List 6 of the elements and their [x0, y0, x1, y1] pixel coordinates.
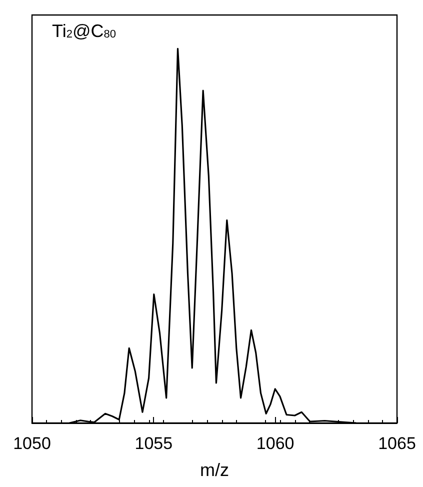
x-axis-title: m/z: [200, 460, 229, 480]
x-tick-label: 1060: [256, 434, 294, 453]
x-tick-label: 1065: [378, 434, 416, 453]
text: Ti2@C80: [52, 21, 116, 41]
x-tick-label: 1055: [134, 434, 173, 453]
x-tick-label: 1050: [13, 434, 51, 453]
